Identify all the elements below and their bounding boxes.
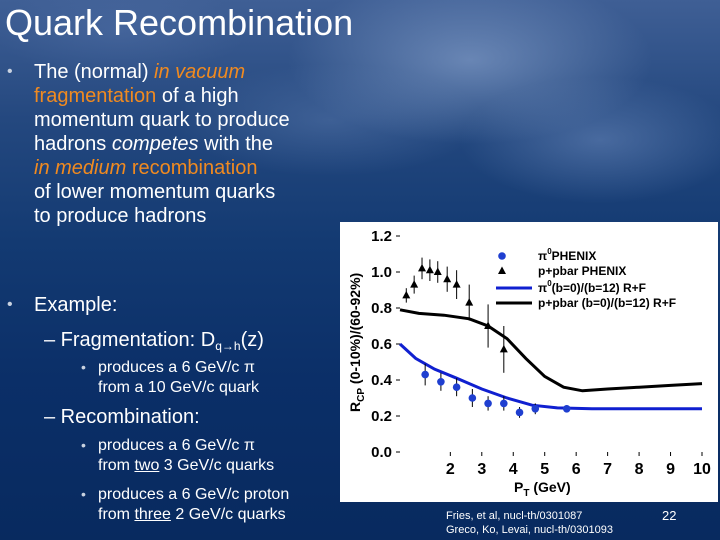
legend-swatch-circle bbox=[498, 252, 506, 260]
data-point-circle bbox=[468, 394, 477, 402]
x-tick-label: 9 bbox=[666, 461, 675, 478]
x-tick-label: 3 bbox=[477, 461, 486, 478]
data-point-circle bbox=[531, 405, 540, 413]
data-point-circle bbox=[562, 405, 571, 413]
data-point-triangle bbox=[452, 280, 461, 288]
bullet-1-line-7: to produce hadrons bbox=[34, 205, 207, 227]
plot-axes: 0.0 0.2 0.4 0.6 0.8 1.0 1.2 2 3 4 5 6 7 8 9 10 bbox=[371, 228, 711, 478]
data-point-circle bbox=[500, 399, 508, 408]
data-point-circle bbox=[515, 408, 524, 417]
data-point-triangle bbox=[484, 321, 493, 329]
three-text: three bbox=[134, 506, 171, 523]
data-point-triangle bbox=[418, 263, 427, 272]
y-tick-label: 0.0 bbox=[371, 444, 392, 461]
data-point-circle bbox=[452, 383, 461, 391]
data-point-circle bbox=[437, 378, 445, 386]
two-text: two bbox=[134, 457, 160, 474]
bullet-1-line-2: fragmentation of a high bbox=[34, 85, 239, 107]
y-tick-label: 0.8 bbox=[371, 300, 392, 317]
y-tick-label: 0.4 bbox=[371, 372, 393, 389]
slide-title: Quark Recombination bbox=[5, 2, 354, 43]
x-tick-label: 7 bbox=[603, 461, 612, 478]
series-line-3 bbox=[399, 308, 703, 393]
in-vacuum-text: in vacuum bbox=[154, 61, 246, 83]
data-point-circle bbox=[484, 399, 492, 408]
x-tick-label: 6 bbox=[572, 461, 581, 478]
fragmentation-text: fragmentation bbox=[34, 85, 157, 107]
data-point-triangle bbox=[433, 267, 442, 275]
bullet-2: • Example: bbox=[7, 294, 118, 316]
data-point-circle bbox=[421, 370, 429, 379]
y-axis-label: RCP (0-10%)/(60-92%) bbox=[347, 273, 367, 412]
in-medium-text: in medium bbox=[34, 157, 127, 179]
x-tick-label: 2 bbox=[446, 461, 455, 478]
fragmentation-item: • produces a 6 GeV/c π from a 10 GeV/c q… bbox=[81, 359, 259, 396]
citation: Fries, et al, nucl-th/0301087 Greco, Ko,… bbox=[446, 510, 613, 536]
frag-subscript: q→h bbox=[215, 339, 241, 353]
data-point-triangle bbox=[499, 344, 508, 353]
y-tick-label: 0.2 bbox=[371, 408, 392, 425]
x-tick-label: 8 bbox=[635, 461, 644, 478]
bullet-1-line-5: in medium recombination bbox=[34, 156, 354, 180]
legend-label: p+pbar (b=0)/(b=12) R+F bbox=[538, 296, 676, 310]
bullet-dot: • bbox=[81, 486, 86, 502]
plot-points bbox=[402, 257, 571, 418]
page-number: 22 bbox=[662, 508, 677, 523]
data-point-triangle bbox=[443, 274, 452, 283]
competes-text: competes bbox=[111, 133, 199, 155]
y-tick-label: 0.6 bbox=[371, 336, 392, 353]
fragmentation-heading: – Fragmentation: Dq→h(z) bbox=[44, 329, 264, 353]
legend-label: π0PHENIX bbox=[538, 247, 596, 263]
rcp-plot-panel: 0.0 0.2 0.4 0.6 0.8 1.0 1.2 2 3 4 5 6 7 8 9 10 π0PHENIX… bbox=[340, 222, 718, 502]
y-tick-label: 1.2 bbox=[371, 228, 392, 245]
bullet-1-line-1: The (normal) in vacuum bbox=[34, 61, 246, 83]
data-point-triangle bbox=[410, 280, 419, 288]
series-line-2 bbox=[398, 342, 702, 411]
rcp-plot: 0.0 0.2 0.4 0.6 0.8 1.0 1.2 2 3 4 5 6 7 8 9 10 π0PHENIX… bbox=[347, 228, 711, 499]
plot-curves bbox=[398, 308, 703, 411]
data-point-triangle bbox=[402, 290, 411, 299]
bullet-dot: • bbox=[81, 437, 86, 453]
y-tick-label: 1.0 bbox=[371, 264, 392, 281]
recombination-text: recombination bbox=[126, 157, 258, 179]
recombination-item-1: • produces a 6 GeV/c π from two 3 GeV/c … bbox=[81, 437, 275, 474]
legend-label: p+pbar PHENIX bbox=[538, 264, 626, 278]
x-axis-label: PT (GeV) bbox=[514, 479, 571, 499]
legend-label: π0(b=0)/(b=12) R+F bbox=[538, 279, 646, 295]
data-point-triangle bbox=[465, 298, 474, 306]
recombination-heading: – Recombination: bbox=[44, 406, 200, 428]
legend-swatch-triangle bbox=[498, 266, 506, 274]
recombination-item-2: • produces a 6 GeV/c proton from three 2… bbox=[81, 486, 290, 523]
x-tick-label: 10 bbox=[693, 461, 711, 478]
bullet-dot: • bbox=[7, 63, 13, 80]
data-point-triangle bbox=[425, 265, 434, 274]
bullet-1-line-4: hadrons competes with the bbox=[34, 133, 274, 155]
bullet-1: • The (normal) in vacuum fragmentation o… bbox=[7, 60, 354, 228]
bullet-dot: • bbox=[81, 359, 86, 375]
x-tick-label: 5 bbox=[540, 461, 549, 478]
bullet-1-line-3: momentum quark to produce bbox=[34, 109, 290, 131]
bullet-dot: • bbox=[7, 296, 13, 313]
x-tick-label: 4 bbox=[509, 461, 518, 478]
bullet-1-line-6: of lower momentum quarks bbox=[34, 181, 276, 203]
